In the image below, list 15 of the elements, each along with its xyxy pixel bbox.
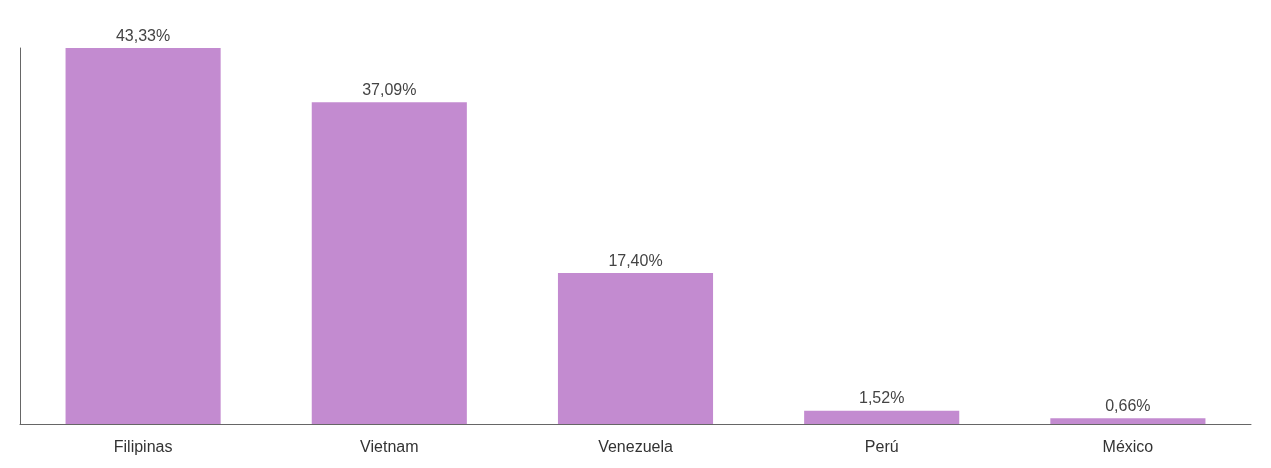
x-tick-label: Perú [864, 437, 899, 455]
bar [804, 410, 960, 424]
bar [311, 102, 467, 424]
data-label: 37,09% [362, 80, 417, 98]
x-tick-label: Venezuela [598, 437, 673, 455]
x-tick-label: Vietnam [360, 437, 419, 455]
x-tick-label: Filipinas [113, 437, 173, 455]
data-label: 17,40% [608, 251, 663, 269]
data-label: 0,66% [1105, 396, 1151, 414]
bar [1050, 418, 1206, 424]
x-tick-label: México [1102, 437, 1154, 455]
bar [557, 273, 714, 424]
bar [65, 48, 221, 424]
data-label: 1,52% [859, 389, 905, 407]
data-label: 43,33% [115, 26, 171, 44]
